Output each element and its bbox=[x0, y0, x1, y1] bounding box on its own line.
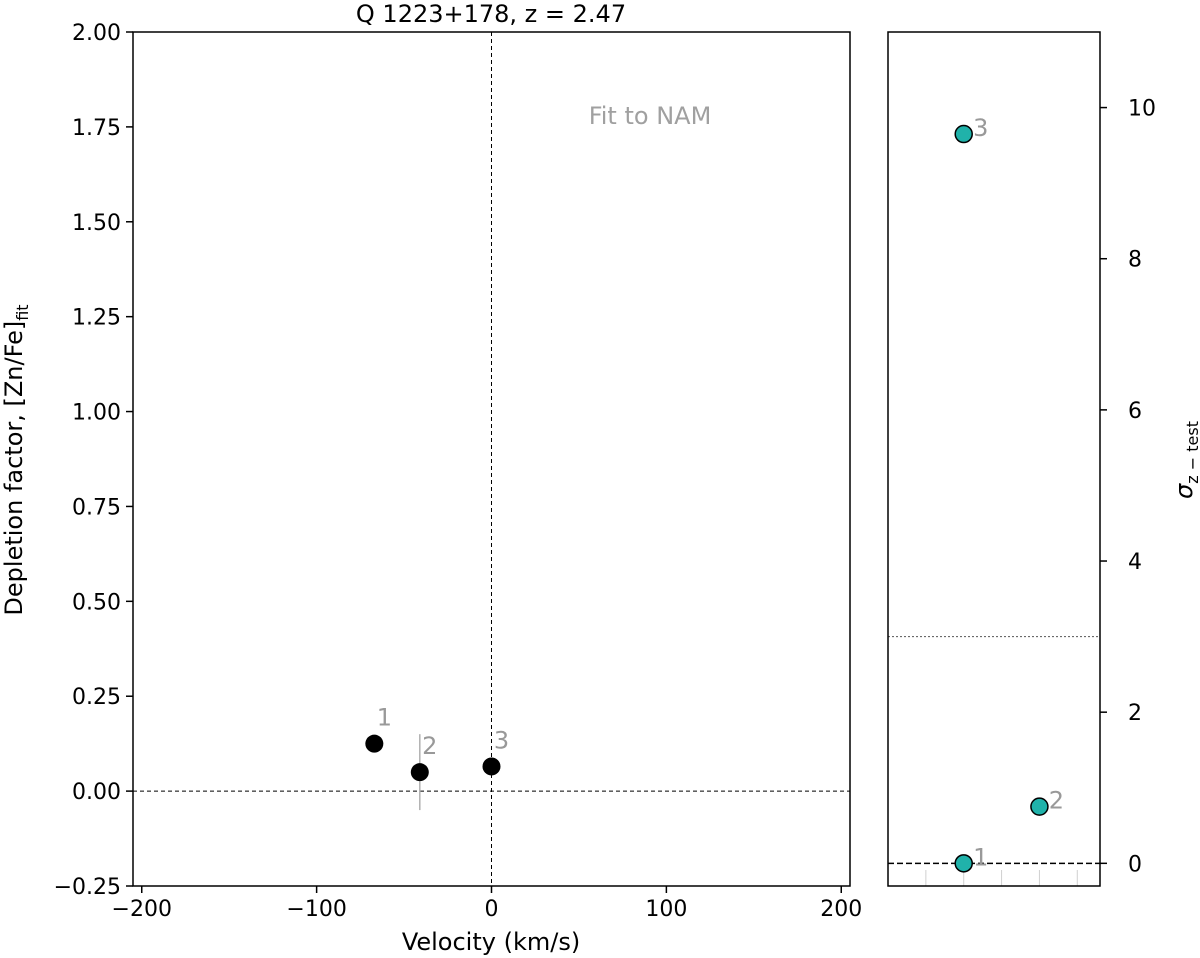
y-tick-label: 2.00 bbox=[72, 21, 121, 46]
point-label: 1 bbox=[377, 704, 392, 732]
main-x-ticks: −200 −100 0 100 200 bbox=[112, 886, 862, 922]
sigma-data-point bbox=[954, 124, 973, 144]
data-point bbox=[365, 734, 384, 753]
chart-title: Q 1223+178, z = 2.47 bbox=[356, 0, 626, 28]
fit-annotation: Fit to NAM bbox=[589, 102, 712, 130]
data-point bbox=[410, 763, 429, 782]
x-tick-label: 0 bbox=[485, 897, 499, 922]
sigma-axis-label-symbol: σ bbox=[1170, 483, 1198, 499]
main-plot-frame bbox=[132, 31, 851, 887]
side-data-points: 1 2 3 bbox=[954, 114, 1064, 873]
x-tick-label: 100 bbox=[645, 897, 687, 922]
x-axis-label: Velocity (km/s) bbox=[402, 928, 580, 956]
sigma-data-point bbox=[1030, 797, 1049, 816]
sigma-tick-label: 4 bbox=[1128, 550, 1142, 575]
sigma-point-label: 2 bbox=[1049, 787, 1064, 815]
main-data-points: 1 2 3 bbox=[365, 704, 509, 811]
x-tick-label: −100 bbox=[286, 897, 346, 922]
sigma-tick-label: 6 bbox=[1128, 399, 1142, 424]
sigma-point-label: 3 bbox=[973, 114, 988, 142]
y-tick-label: 0.50 bbox=[72, 590, 121, 615]
side-bottom-minor-ticks bbox=[925, 870, 1078, 886]
main-panel: Q 1223+178, z = 2.47 −200 −100 0 100 200 −0.… bbox=[0, 0, 862, 956]
point-label: 2 bbox=[422, 732, 437, 760]
sigma-data-point bbox=[954, 854, 973, 873]
data-point bbox=[482, 757, 501, 776]
y-tick-label: 1.00 bbox=[72, 401, 121, 426]
sigma-point-label: 1 bbox=[973, 843, 988, 871]
x-tick-label: 200 bbox=[820, 897, 862, 922]
y-tick-label: 1.25 bbox=[72, 306, 121, 331]
sigma-axis-label: σz − test bbox=[1170, 421, 1200, 499]
y-tick-label: 0.25 bbox=[72, 685, 121, 710]
y-tick-label: 0.75 bbox=[72, 495, 121, 520]
y-axis-label-main: Depletion factor, [Zn/Fe] bbox=[0, 321, 28, 616]
y-tick-label: −0.25 bbox=[54, 875, 121, 900]
sigma-tick-label: 8 bbox=[1128, 248, 1142, 273]
y-tick-label: 1.50 bbox=[72, 211, 121, 236]
x-tick-label: −200 bbox=[112, 897, 172, 922]
sigma-tick-label: 10 bbox=[1128, 97, 1156, 122]
y-tick-label: 1.75 bbox=[72, 116, 121, 141]
y-axis-label: Depletion factor, [Zn/Fe]fit bbox=[0, 304, 32, 615]
y-tick-label: 0.00 bbox=[72, 780, 121, 805]
side-y-ticks: 0 2 4 6 8 10 bbox=[1100, 97, 1156, 877]
y-axis-label-subscript: fit bbox=[13, 304, 32, 320]
side-plot-frame bbox=[887, 31, 1101, 887]
sigma-tick-label: 0 bbox=[1128, 852, 1142, 877]
main-y-ticks: −0.25 0.00 0.25 0.50 0.75 1.00 1.25 1.50 1.75 2.0… bbox=[54, 21, 133, 900]
point-label: 3 bbox=[494, 726, 509, 754]
sigma-tick-label: 2 bbox=[1128, 701, 1142, 726]
sigma-axis-label-subscript: z − test bbox=[1183, 421, 1200, 484]
